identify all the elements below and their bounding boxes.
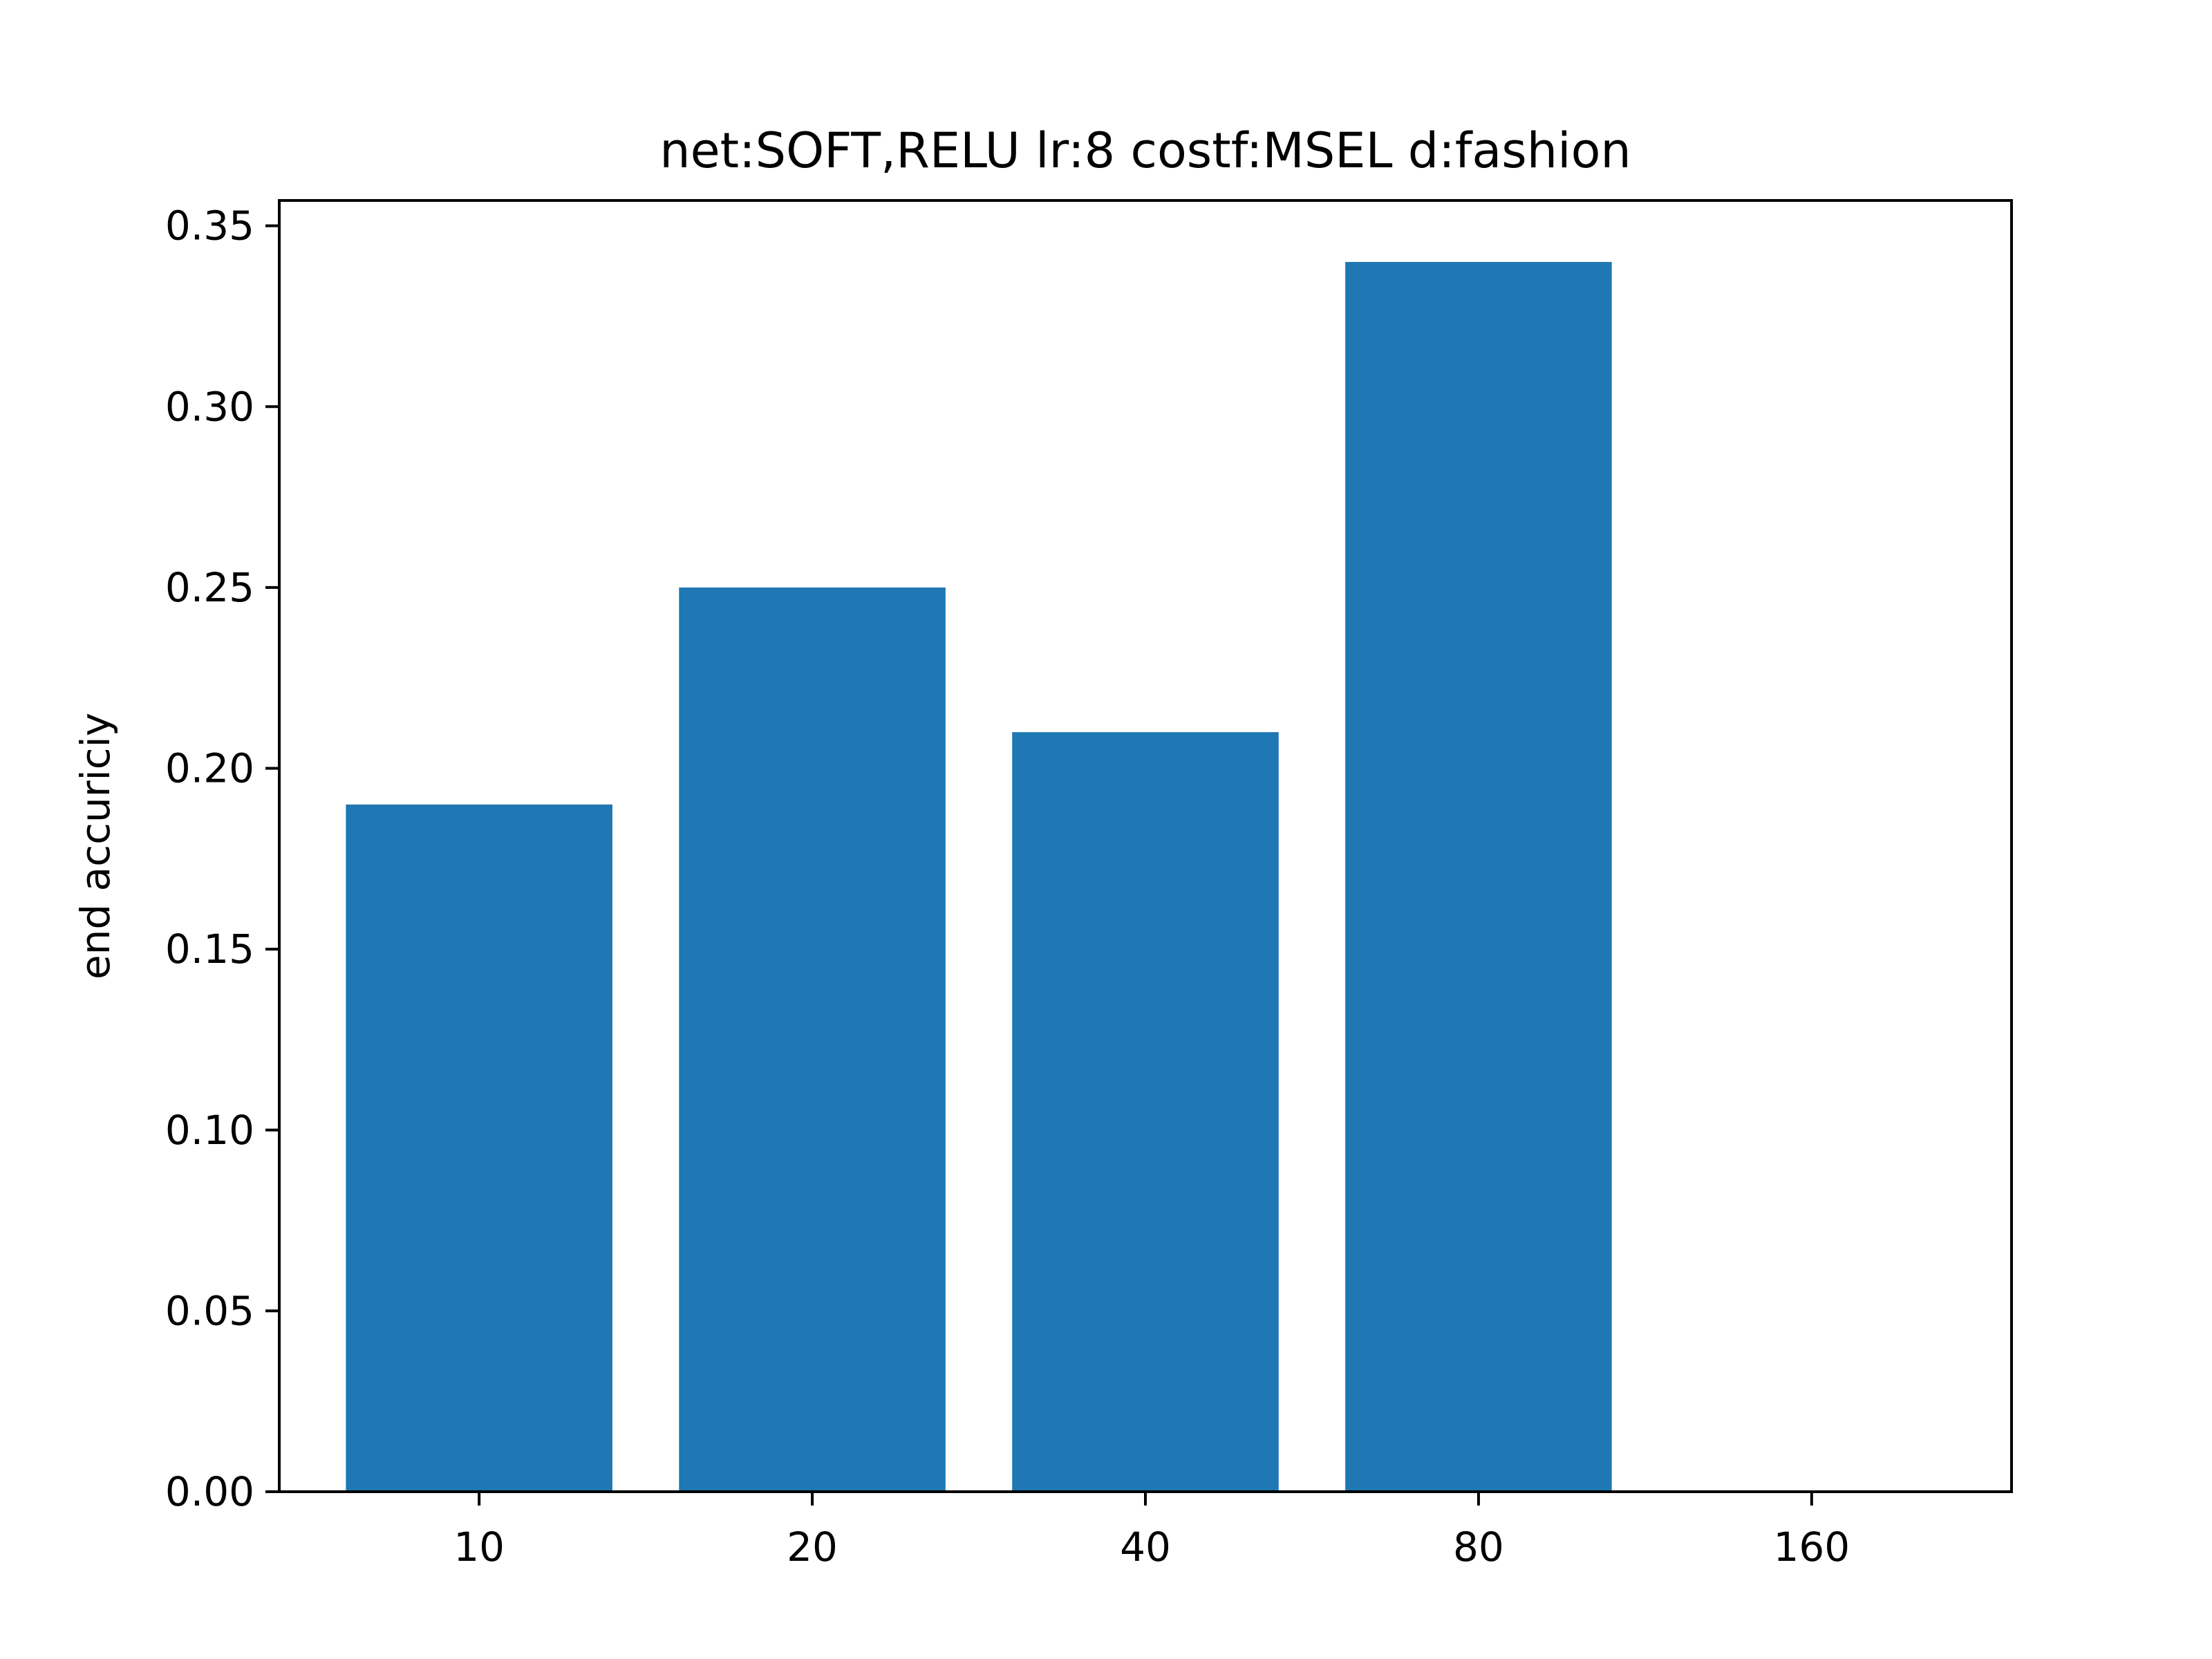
bar-20 bbox=[679, 587, 946, 1492]
chart-title: net:SOFT,RELU lr:8 costf:MSEL d:fashion bbox=[659, 122, 1631, 179]
y-axis: 0.00 0.05 0.10 0.15 0.20 0.25 0.30 0.35 bbox=[165, 203, 279, 1515]
x-tick-label: 10 bbox=[453, 1524, 505, 1571]
x-tick-label: 20 bbox=[787, 1524, 838, 1571]
y-tick-label: 0.05 bbox=[165, 1287, 254, 1334]
y-tick-label: 0.25 bbox=[165, 564, 254, 611]
bar-10 bbox=[346, 804, 612, 1492]
y-axis-title: end accuriciy bbox=[72, 713, 119, 980]
y-tick-label: 0.20 bbox=[165, 745, 254, 792]
y-tick-label: 0.00 bbox=[165, 1468, 254, 1515]
y-tick-label: 0.15 bbox=[165, 926, 254, 973]
bars-layer bbox=[346, 261, 1612, 1492]
y-tick-label: 0.10 bbox=[165, 1107, 254, 1154]
y-tick-label: 0.30 bbox=[165, 383, 254, 430]
bar-40 bbox=[1012, 732, 1279, 1492]
bar-80 bbox=[1345, 261, 1612, 1492]
x-tick-label: 40 bbox=[1120, 1524, 1171, 1571]
x-axis: 10 20 40 80 160 bbox=[453, 1492, 1850, 1571]
plot-frame bbox=[278, 199, 2013, 1493]
y-tick-label: 0.35 bbox=[165, 203, 254, 250]
x-tick-label: 80 bbox=[1453, 1524, 1504, 1571]
x-tick-label: 160 bbox=[1773, 1524, 1850, 1571]
